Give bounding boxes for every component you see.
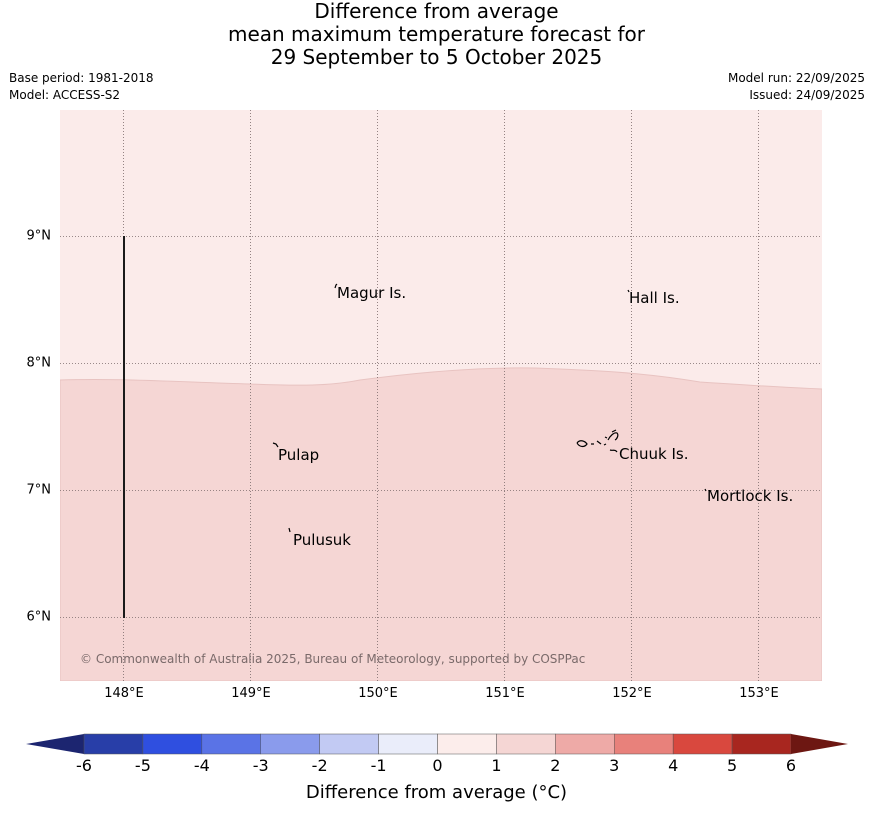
map-area[interactable] xyxy=(60,110,822,681)
chart-title: Difference from average mean maximum tem… xyxy=(0,0,873,69)
meta-left: Base period: 1981-2018 Model: ACCESS-S2 xyxy=(9,70,154,104)
title-line-3: 29 September to 5 October 2025 xyxy=(270,45,603,69)
pulap-island-marker xyxy=(272,442,279,448)
colorbar-segment xyxy=(260,733,320,755)
lon-label-148e: 148°E xyxy=(104,686,144,701)
lon-label-151e: 151°E xyxy=(485,686,525,701)
colorbar-segment xyxy=(83,733,144,755)
colorbar-tick-label: 2 xyxy=(550,756,561,775)
colorbar-tick-label: 3 xyxy=(609,756,620,775)
model-name: Model: ACCESS-S2 xyxy=(9,88,121,102)
title-line-1: Difference from average xyxy=(314,0,559,23)
colorbar-segment xyxy=(496,733,556,755)
colorbar-extend-high xyxy=(791,734,848,754)
lat-label-7n: 7°N xyxy=(26,482,52,498)
colorbar-tick-label: -4 xyxy=(193,756,210,775)
colorbar-title: Difference from average (°C) xyxy=(305,782,568,803)
colorbar-tick-label: -1 xyxy=(370,756,387,775)
colorbar-tick-label: -2 xyxy=(311,756,328,775)
place-pulusuk: Pulusuk xyxy=(293,531,351,549)
map-svg xyxy=(60,110,822,681)
place-mortlock: Mortlock Is. xyxy=(707,487,794,505)
meta-right: Model run: 22/09/2025 Issued: 24/09/2025 xyxy=(728,70,865,104)
lon-label-150e: 150°E xyxy=(358,686,398,701)
gridlines xyxy=(60,110,822,681)
colorbar-tick-label: 5 xyxy=(726,756,738,775)
copyright-notice: © Commonwealth of Australia 2025, Bureau… xyxy=(80,652,586,666)
pulusuk-island-marker xyxy=(288,527,291,533)
colorbar-segment xyxy=(555,733,615,755)
lon-label-149e: 149°E xyxy=(231,686,271,701)
colorbar-tick-label: 0 xyxy=(432,756,443,775)
colorbar xyxy=(26,733,848,755)
colorbar-tick-label: 4 xyxy=(668,756,679,775)
mortlock-island-marker xyxy=(704,488,707,492)
issued-date: Issued: 24/09/2025 xyxy=(749,88,865,102)
colorbar-tick-label: -5 xyxy=(134,756,151,775)
colorbar-segment xyxy=(142,733,203,755)
hall-island-marker xyxy=(627,289,630,293)
base-period: Base period: 1981-2018 xyxy=(9,71,154,85)
colorbar-extend-low xyxy=(26,734,84,754)
colorbar-tick-label: 6 xyxy=(785,756,797,775)
place-magur: Magur Is. xyxy=(337,284,407,302)
island-markers xyxy=(272,283,707,533)
place-chuuk: Chuuk Is. xyxy=(619,445,689,463)
colorbar-segment xyxy=(378,733,438,755)
lon-label-153e: 153°E xyxy=(739,686,779,701)
lat-label-9n: 9°N xyxy=(26,228,52,244)
lon-label-152e: 152°E xyxy=(612,686,652,701)
colorbar-segment xyxy=(614,733,674,755)
colorbar-tick-label: -3 xyxy=(252,756,269,775)
place-hall: Hall Is. xyxy=(629,289,680,307)
colorbar-segment xyxy=(672,733,733,755)
colorbar-segment xyxy=(201,733,261,755)
anomaly-region-1-to-2 xyxy=(60,367,822,681)
model-run: Model run: 22/09/2025 xyxy=(727,71,865,85)
colorbar-segment xyxy=(319,733,379,755)
place-pulap: Pulap xyxy=(278,446,320,464)
colorbar-segment xyxy=(731,733,792,755)
colorbar-tick-label: 1 xyxy=(491,756,502,775)
lat-label-6n: 6°N xyxy=(26,609,52,625)
title-line-2: mean maximum temperature forecast for xyxy=(227,22,645,46)
colorbar-tick-label: -6 xyxy=(76,756,92,775)
lat-label-8n: 8°N xyxy=(26,355,52,371)
magur-island-marker xyxy=(334,283,338,289)
colorbar-segment xyxy=(437,733,497,755)
chuuk-island-marker xyxy=(576,429,619,453)
